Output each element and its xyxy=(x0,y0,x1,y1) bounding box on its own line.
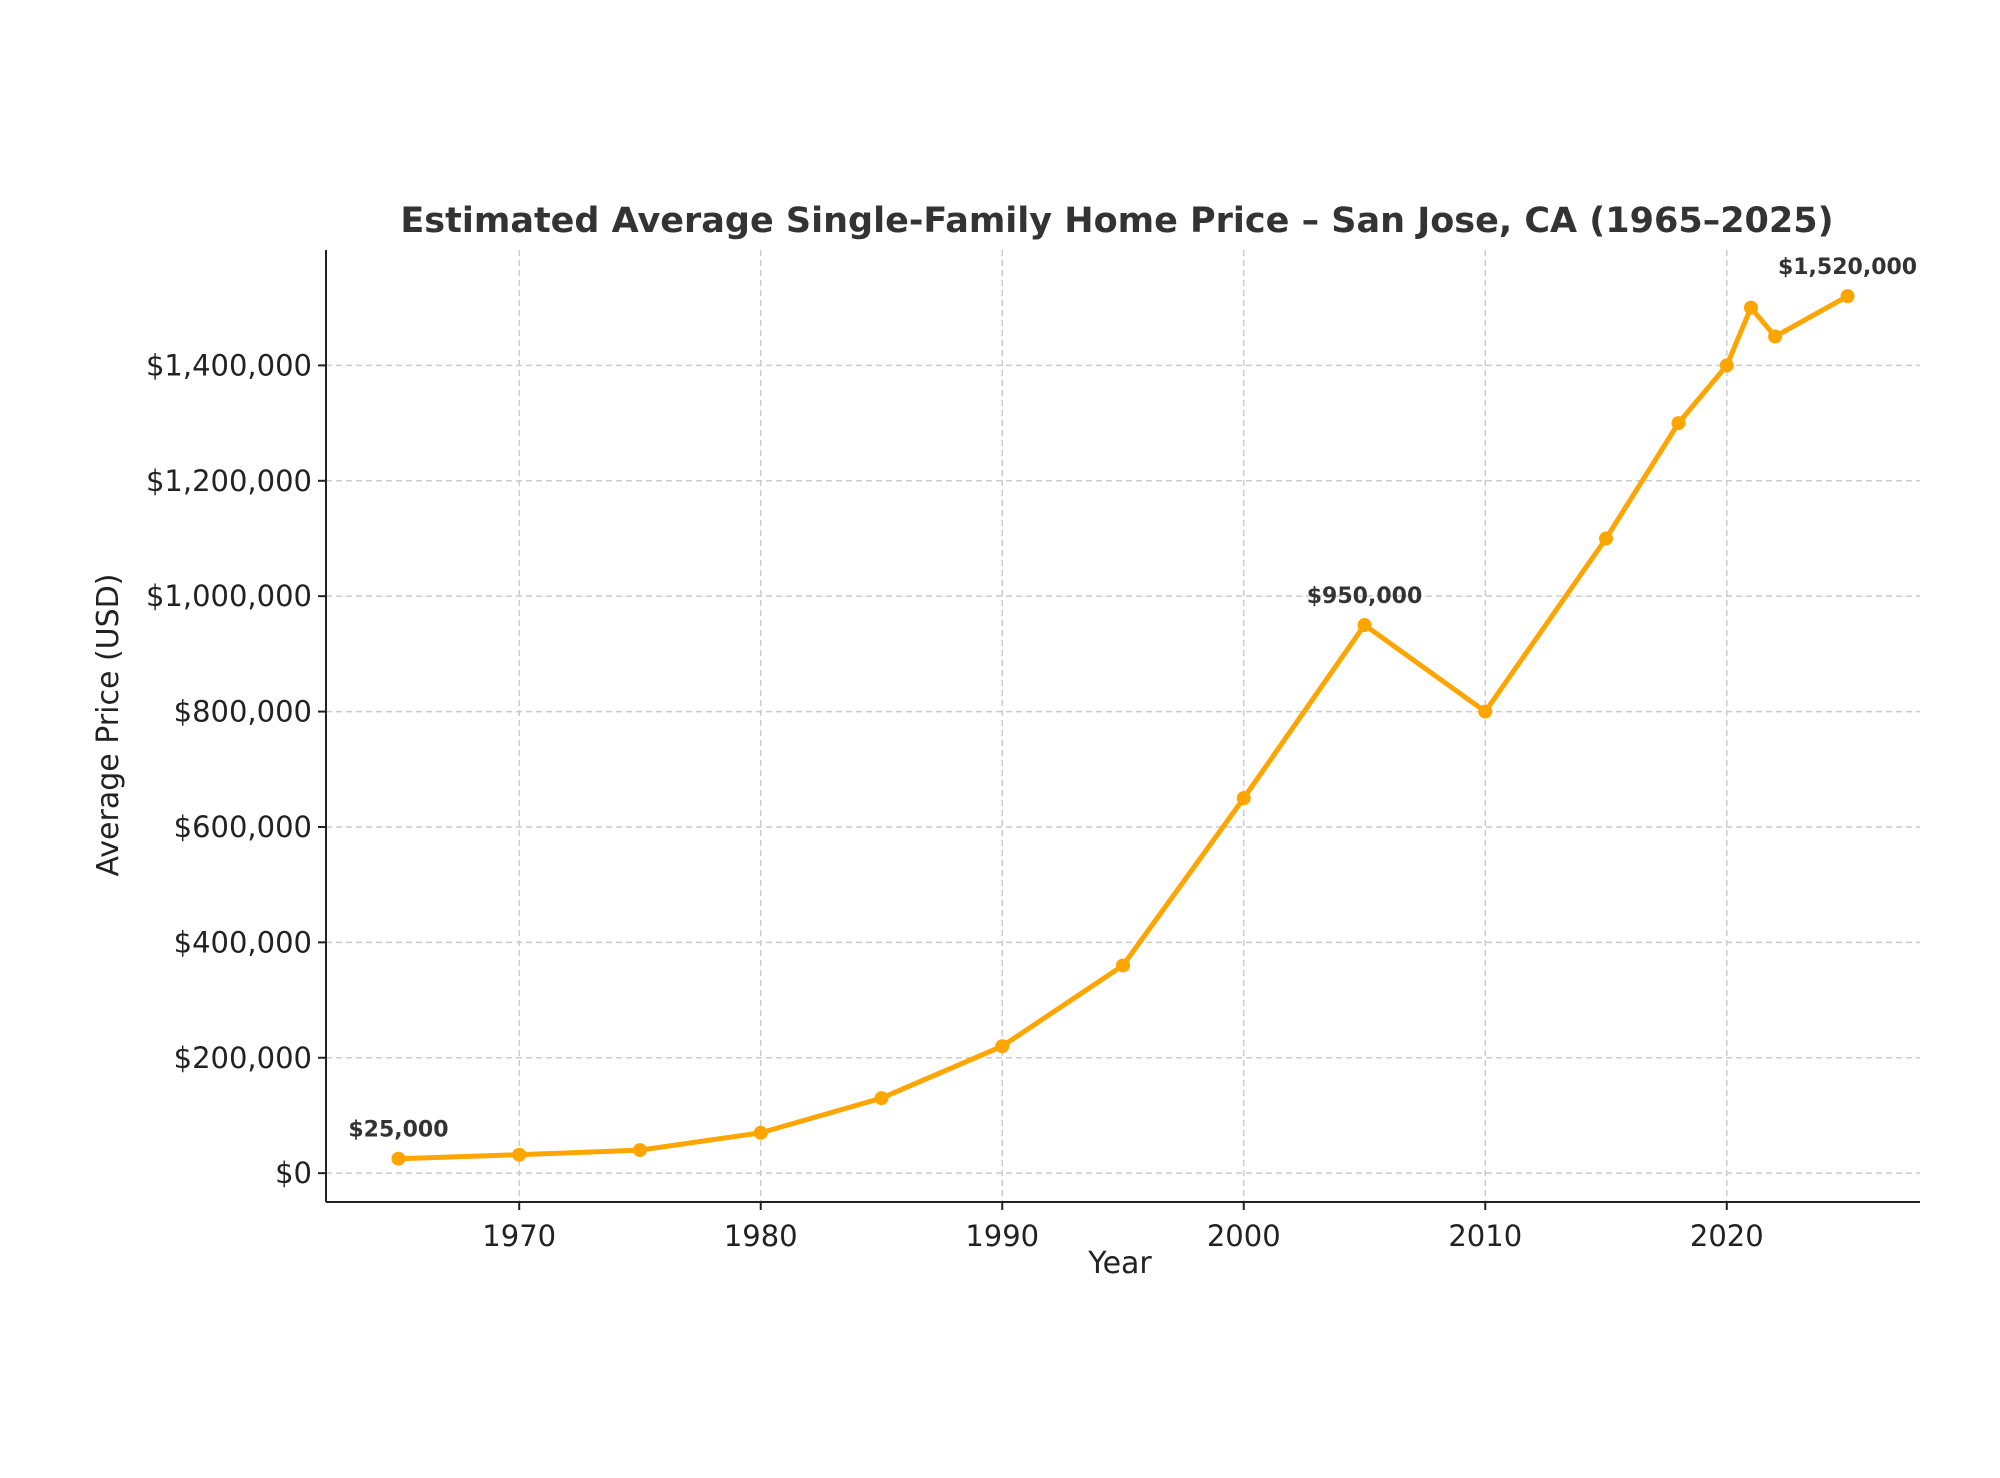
x-tick-label: 2010 xyxy=(1448,1219,1522,1253)
y-tick-label: $0 xyxy=(275,1156,312,1190)
labels-layer: Estimated Average Single-Family Home Pri… xyxy=(91,201,1917,1281)
data-label: $1,520,000 xyxy=(1778,255,1917,280)
x-axis-label: Year xyxy=(1087,1246,1152,1281)
data-point xyxy=(1357,618,1372,633)
data-point xyxy=(512,1147,527,1162)
data-point xyxy=(1236,791,1251,806)
y-tick-label: $1,000,000 xyxy=(146,579,312,613)
data-point xyxy=(1719,358,1734,373)
x-tick-label: 1990 xyxy=(965,1219,1039,1253)
x-tick-label: 1980 xyxy=(724,1219,798,1253)
y-tick-label: $800,000 xyxy=(174,695,312,729)
data-label: $950,000 xyxy=(1307,584,1423,609)
x-tick-label: 2020 xyxy=(1690,1219,1764,1253)
series-layer xyxy=(391,289,1855,1166)
data-point xyxy=(1768,329,1783,344)
data-point xyxy=(1840,289,1855,304)
x-tick-label: 1970 xyxy=(482,1219,556,1253)
chart-title: Estimated Average Single-Family Home Pri… xyxy=(400,201,1833,241)
x-tick-label: 2000 xyxy=(1207,1219,1281,1253)
y-axis-label: Average Price (USD) xyxy=(91,574,126,877)
y-tick-label: $200,000 xyxy=(174,1041,312,1075)
data-point xyxy=(1478,704,1493,719)
data-point xyxy=(1671,416,1686,431)
series-line xyxy=(396,293,1850,1162)
data-point xyxy=(1599,531,1614,546)
axes xyxy=(318,250,1920,1210)
data-label: $25,000 xyxy=(348,1118,448,1143)
data-point xyxy=(753,1125,768,1140)
data-point xyxy=(632,1143,647,1158)
y-tick-label: $600,000 xyxy=(174,810,312,844)
y-tick-label: $400,000 xyxy=(174,925,312,959)
y-tick-label: $1,200,000 xyxy=(146,464,312,498)
data-point xyxy=(1743,300,1758,315)
y-tick-label: $1,400,000 xyxy=(146,348,312,382)
data-point xyxy=(391,1151,406,1166)
data-point xyxy=(995,1039,1010,1054)
data-point xyxy=(1116,958,1130,973)
data-point xyxy=(874,1091,889,1106)
grid xyxy=(326,250,1920,1202)
